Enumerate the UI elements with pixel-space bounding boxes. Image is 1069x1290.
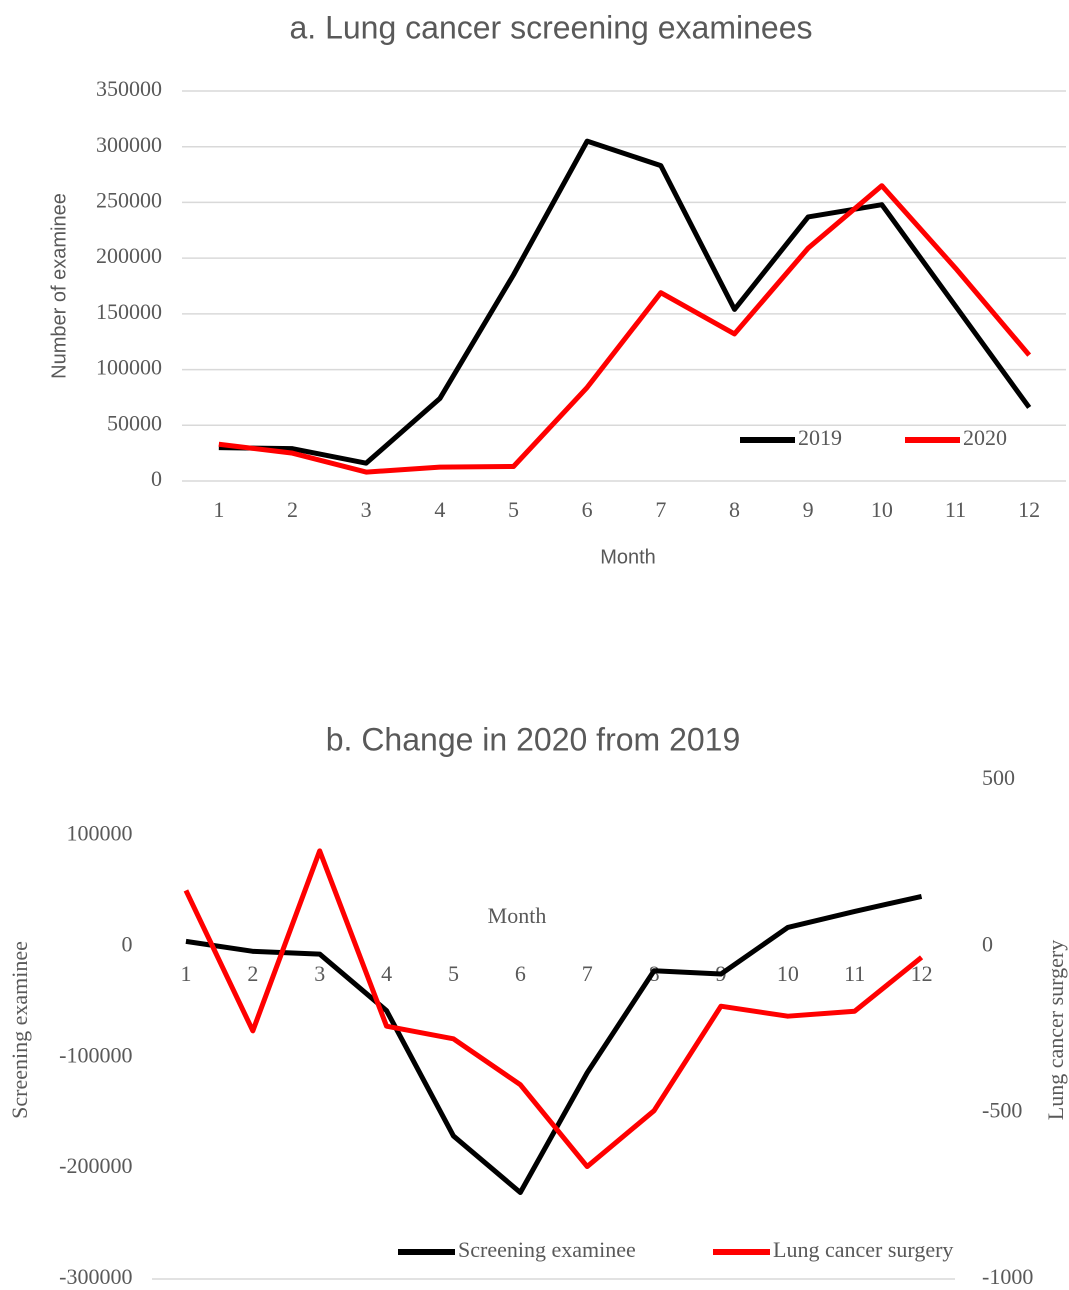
x-tick-label: 1 xyxy=(180,961,191,986)
x-tick-label: 12 xyxy=(1018,497,1040,522)
y-tick-label: 200000 xyxy=(96,243,162,268)
x-axis-title: Month xyxy=(600,546,656,568)
chart-title: b. Change in 2020 from 2019 xyxy=(326,721,741,757)
x-tick-label: 3 xyxy=(314,961,325,986)
legend-label: Screening examinee xyxy=(458,1237,636,1262)
x-tick-label: 6 xyxy=(582,497,593,522)
y-tick-label: 150000 xyxy=(96,299,162,324)
y2-tick-label: 0 xyxy=(982,931,993,956)
y2-tick-label: 500 xyxy=(982,765,1015,790)
legend-label: Lung cancer surgery xyxy=(773,1237,953,1262)
series-line xyxy=(185,893,923,1196)
series-line xyxy=(183,848,924,1170)
y-tick-label: 0 xyxy=(151,466,162,491)
x-tick-label: 7 xyxy=(582,961,593,986)
x-tick-label: 5 xyxy=(448,961,459,986)
x-tick-label: 4 xyxy=(434,497,445,522)
chart-title: a. Lung cancer screening examinees xyxy=(290,9,813,45)
y-axis-title: Screening examinee xyxy=(7,941,32,1119)
x-tick-label: 8 xyxy=(729,497,740,522)
series-line xyxy=(218,138,1032,466)
y-tick-label: 50000 xyxy=(107,410,162,435)
y-tick-label: 100000 xyxy=(67,820,133,845)
y-axis-title: Number of examinee xyxy=(48,193,70,379)
y-tick-label: 350000 xyxy=(96,76,162,101)
x-axis-title: Month xyxy=(488,903,547,928)
x-tick-label: 12 xyxy=(911,961,933,986)
x-tick-label: 3 xyxy=(361,497,372,522)
x-tick-label: 2 xyxy=(287,497,298,522)
x-tick-label: 10 xyxy=(871,497,893,522)
y-tick-label: 250000 xyxy=(96,187,162,212)
x-tick-label: 11 xyxy=(945,497,966,522)
x-tick-label: 11 xyxy=(844,961,865,986)
legend-label: 2019 xyxy=(798,425,842,450)
y2-axis-title: Lung cancer surgery xyxy=(1043,940,1068,1120)
y2-tick-label: -500 xyxy=(982,1098,1022,1123)
y-tick-label: -200000 xyxy=(59,1153,132,1178)
x-tick-label: 9 xyxy=(803,497,814,522)
y-tick-label: 300000 xyxy=(96,132,162,157)
y-tick-label: 100000 xyxy=(96,355,162,380)
y-tick-label: -100000 xyxy=(59,1042,132,1067)
x-tick-label: 10 xyxy=(777,961,799,986)
series-line xyxy=(218,183,1032,475)
y2-tick-label: -1000 xyxy=(982,1264,1033,1289)
x-tick-label: 7 xyxy=(655,497,666,522)
legend-label: 2020 xyxy=(963,425,1007,450)
x-tick-label: 5 xyxy=(508,497,519,522)
y-tick-label: 0 xyxy=(122,931,133,956)
x-tick-label: 1 xyxy=(213,497,224,522)
x-tick-label: 2 xyxy=(247,961,258,986)
y-tick-label: -300000 xyxy=(59,1264,132,1289)
x-tick-label: 4 xyxy=(381,961,392,986)
x-tick-label: 6 xyxy=(515,961,526,986)
